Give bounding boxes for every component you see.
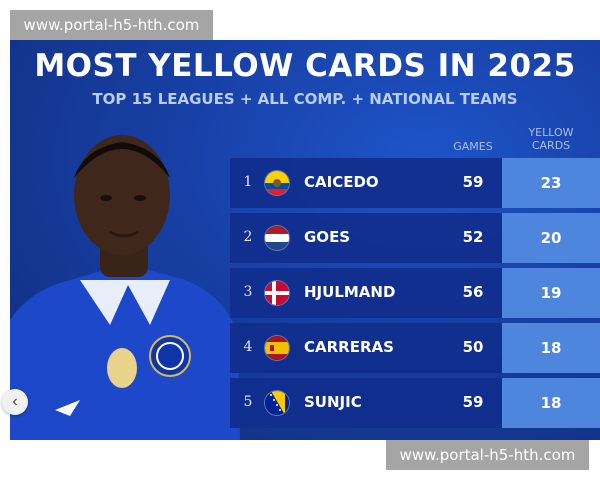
rank-number: 2	[243, 229, 253, 245]
infographic-subtitle: TOP 15 LEAGUES + ALL COMP. + NATIONAL TE…	[92, 90, 518, 108]
denmark-flag-icon	[265, 281, 289, 305]
yellow-cards-value: 23	[502, 158, 600, 208]
yellow-cards-column-header: YELLOW CARDS	[502, 126, 600, 152]
infographic-card: MOST YELLOW CARDS IN 2025 TOP 15 LEAGUES…	[10, 40, 600, 440]
infographic-title: MOST YELLOW CARDS IN 2025	[34, 48, 576, 84]
games-value: 59	[462, 173, 484, 191]
rank-number: 3	[243, 284, 253, 300]
player-name: HJULMAND	[304, 283, 396, 301]
yellow-header-line1: YELLOW	[528, 126, 574, 139]
chevron-left-icon[interactable]: ‹	[2, 389, 28, 415]
yellow-header-line2: CARDS	[531, 139, 571, 152]
netherlands-flag-icon	[265, 226, 289, 250]
player-name: CAICEDO	[304, 173, 379, 191]
games-value: 52	[462, 228, 484, 246]
rank-number: 4	[243, 339, 253, 355]
watermark-top: www.portal-h5-hth.com	[10, 10, 213, 40]
yellow-cards-table: 1 CAICEDO 59 23 2 GOES 52 20 3 HJULMAND …	[230, 158, 600, 440]
table-row: 2 GOES 52 20	[230, 213, 600, 263]
games-value: 59	[462, 393, 484, 411]
bosnia-flag-icon	[265, 391, 289, 415]
player-name: GOES	[304, 228, 351, 246]
games-column-header: GAMES	[453, 140, 493, 153]
player-name: SUNJIC	[304, 393, 362, 411]
spain-flag-icon	[265, 336, 289, 360]
games-value: 50	[462, 338, 484, 356]
ecuador-flag-icon	[265, 171, 289, 195]
table-row: 1 CAICEDO 59 23	[230, 158, 600, 208]
games-value: 56	[462, 283, 484, 301]
player-photo	[10, 135, 240, 440]
yellow-cards-value: 18	[502, 378, 600, 428]
yellow-cards-value: 20	[502, 213, 600, 263]
rank-number: 1	[243, 174, 253, 190]
table-row: 3 HJULMAND 56 19	[230, 268, 600, 318]
table-row: 4 CARRERAS 50 18	[230, 323, 600, 373]
rank-number: 5	[243, 394, 253, 410]
yellow-cards-value: 19	[502, 268, 600, 318]
table-row: 5 SUNJIC 59 18	[230, 378, 600, 428]
watermark-bottom: www.portal-h5-hth.com	[386, 440, 589, 470]
player-name: CARRERAS	[304, 338, 394, 356]
yellow-cards-value: 18	[502, 323, 600, 373]
